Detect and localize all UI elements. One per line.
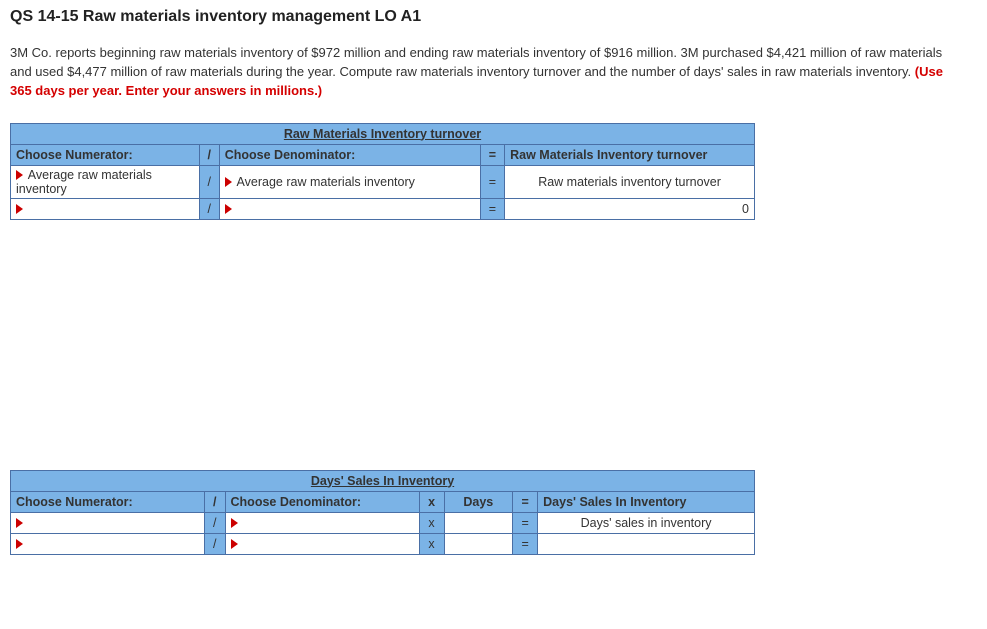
days-sales-table: Days' Sales In Inventory Choose Numerato… (10, 470, 755, 555)
turnover-denominator-select[interactable]: Average raw materials inventory (219, 165, 480, 198)
slash-op: / (199, 198, 219, 219)
problem-text: 3M Co. reports beginning raw materials i… (10, 45, 942, 79)
days-numerator-input-2[interactable] (11, 533, 205, 554)
times-op: x (419, 533, 444, 554)
slash-op: / (199, 144, 219, 165)
dropdown-marker-icon (225, 204, 232, 214)
equals-op: = (513, 491, 538, 512)
dropdown-marker-icon (16, 170, 23, 180)
turnover-numerator-value: Average raw materials inventory (16, 168, 152, 196)
problem-statement: 3M Co. reports beginning raw materials i… (10, 44, 960, 101)
turnover-denominator-header: Choose Denominator: (219, 144, 480, 165)
days-numerator-header: Choose Numerator: (11, 491, 205, 512)
days-denominator-input-2[interactable] (225, 533, 419, 554)
dropdown-marker-icon (16, 518, 23, 528)
turnover-numerator-header: Choose Numerator: (11, 144, 200, 165)
turnover-numerator-input[interactable] (11, 198, 200, 219)
turnover-denominator-value: Average raw materials inventory (237, 175, 415, 189)
days-denominator-header: Choose Denominator: (225, 491, 419, 512)
days-denominator-select[interactable] (225, 512, 419, 533)
equals-op: = (480, 144, 504, 165)
dropdown-marker-icon (231, 539, 238, 549)
turnover-result-value[interactable]: 0 (505, 198, 755, 219)
times-op: x (419, 491, 444, 512)
days-result-label: Days' sales in inventory (538, 512, 755, 533)
turnover-result-header: Raw Materials Inventory turnover (505, 144, 755, 165)
equals-op: = (513, 533, 538, 554)
slash-op: / (204, 491, 225, 512)
days-numerator-select[interactable] (11, 512, 205, 533)
equals-op: = (513, 512, 538, 533)
slash-op: / (199, 165, 219, 198)
days-input[interactable] (444, 512, 512, 533)
days-result-header: Days' Sales In Inventory (538, 491, 755, 512)
equals-op: = (480, 165, 504, 198)
days-header: Days (444, 491, 512, 512)
turnover-result-label: Raw materials inventory turnover (505, 165, 755, 198)
dropdown-marker-icon (225, 177, 232, 187)
slash-op: / (204, 533, 225, 554)
times-op: x (419, 512, 444, 533)
dropdown-marker-icon (16, 539, 23, 549)
dropdown-marker-icon (231, 518, 238, 528)
turnover-table-title: Raw Materials Inventory turnover (11, 123, 755, 144)
days-result-value[interactable] (538, 533, 755, 554)
equals-op: = (480, 198, 504, 219)
question-heading: QS 14-15 Raw materials inventory managem… (10, 8, 977, 26)
turnover-denominator-input[interactable] (219, 198, 480, 219)
dropdown-marker-icon (16, 204, 23, 214)
slash-op: / (204, 512, 225, 533)
turnover-table: Raw Materials Inventory turnover Choose … (10, 123, 755, 220)
turnover-numerator-select[interactable]: Average raw materials inventory (11, 165, 200, 198)
days-sales-table-title: Days' Sales In Inventory (11, 470, 755, 491)
days-input-2[interactable] (444, 533, 512, 554)
spacer (10, 220, 977, 470)
